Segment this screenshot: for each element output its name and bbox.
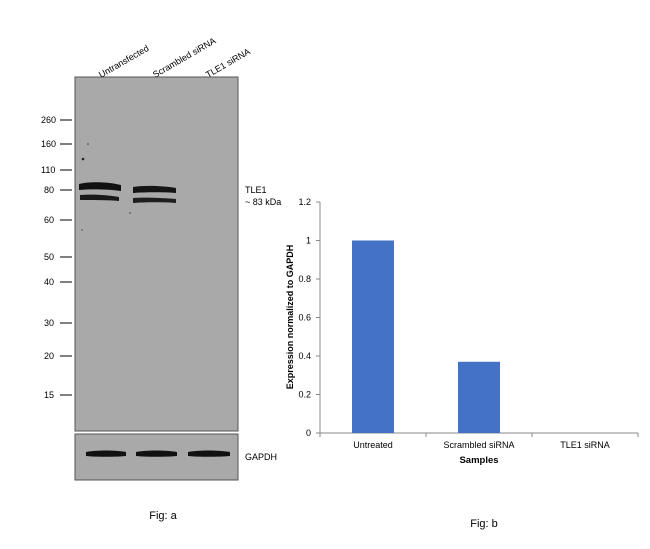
x-tick-label: Untreated <box>353 440 393 450</box>
band-label-size: ~ 83 kDa <box>245 197 281 207</box>
band-gapdh-scrambled <box>136 450 177 457</box>
mw-label-60: 60 <box>44 215 54 225</box>
band-label-protein: TLE1 <box>245 185 267 195</box>
y-axis-ticks: 0 0.2 0.4 0.6 0.8 1 1.2 <box>298 197 320 438</box>
mw-label-110: 110 <box>41 165 55 175</box>
bar-scrambled-sirna <box>458 361 500 433</box>
y-axis-label: Expression normalized to GAPDH <box>285 245 295 390</box>
mw-marker-ladder: 260 160 110 80 60 50 40 30 20 15 <box>41 115 72 400</box>
band-gapdh-untransfected <box>86 450 126 457</box>
blot-speck <box>81 157 85 161</box>
y-tick-label: 0.4 <box>298 351 311 361</box>
blot-speck <box>81 229 83 231</box>
western-blot-figure: Untransfected Scrambled siRNA TLE1 siRNA… <box>41 36 281 522</box>
y-tick-label: 1.2 <box>298 197 311 207</box>
chart-bars <box>352 240 500 433</box>
bar-chart-figure: 0 0.2 0.4 0.6 0.8 1 1.2 Untreated Scrambled siR… <box>285 197 639 530</box>
blot-speck <box>129 212 131 214</box>
mw-label-50: 50 <box>44 252 54 262</box>
mw-label-15: 15 <box>44 390 54 400</box>
y-tick-label: 1 <box>306 236 311 246</box>
y-tick-label: 0.8 <box>298 274 311 284</box>
gapdh-blot-panel <box>74 433 239 481</box>
mw-label-30: 30 <box>44 318 54 328</box>
y-tick-label: 0 <box>306 428 311 438</box>
tle1-bands <box>79 143 176 231</box>
lane-label-tle1-sirna: TLE1 siRNA <box>204 46 252 79</box>
x-tick-label: Scrambled siRNA <box>443 440 514 450</box>
blot-speck <box>87 143 89 145</box>
x-axis-label: Samples <box>459 455 498 466</box>
gapdh-bands <box>86 450 230 457</box>
band-scrambled-lower <box>133 197 176 203</box>
band-untransfected-lower <box>80 194 119 201</box>
x-tick-label: TLE1 siRNA <box>560 440 610 450</box>
figure-caption-b: Fig: b <box>470 518 498 530</box>
mw-label-20: 20 <box>44 351 54 361</box>
band-untransfected-upper <box>79 182 121 191</box>
mw-label-80: 80 <box>44 185 54 195</box>
band-gapdh-tle1-sirna <box>188 450 230 457</box>
figure-caption-a: Fig: a <box>149 510 177 522</box>
y-tick-label: 0.6 <box>298 313 311 323</box>
loading-control-label: GAPDH <box>245 452 277 462</box>
x-axis-ticks: Untreated Scrambled siRNA TLE1 siRNA <box>319 433 639 450</box>
band-scrambled-upper <box>133 185 176 193</box>
mw-label-160: 160 <box>41 139 56 149</box>
blot-panel <box>74 76 239 432</box>
bar-untreated <box>352 240 394 433</box>
mw-label-40: 40 <box>44 277 54 287</box>
lane-label-untransfected: Untransfected <box>97 43 151 80</box>
mw-label-260: 260 <box>41 115 56 125</box>
y-tick-label: 0.2 <box>298 390 311 400</box>
